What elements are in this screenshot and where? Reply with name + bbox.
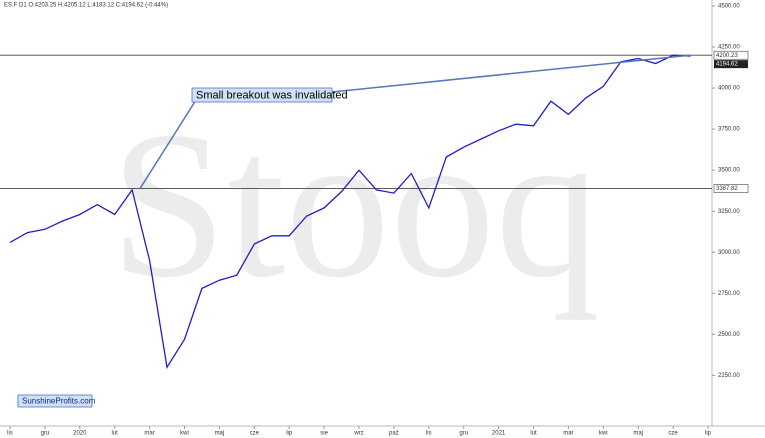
x-tick-label: kwi bbox=[599, 431, 608, 437]
y-tick-label: 2250.00 bbox=[718, 373, 740, 379]
y-tick-label: 4250.00 bbox=[718, 45, 740, 51]
x-tick-label: 2021 bbox=[492, 431, 506, 437]
y-tick-label: 4500.00 bbox=[718, 4, 740, 10]
x-tick-label: 2020 bbox=[73, 431, 87, 437]
x-tick-label: paź bbox=[389, 431, 399, 437]
x-tick-label: lut bbox=[530, 431, 537, 437]
level-label: 3387.82 bbox=[716, 186, 738, 192]
x-tick-label: lis bbox=[7, 431, 13, 437]
brand-box bbox=[17, 394, 93, 408]
last-price-box bbox=[714, 60, 748, 69]
x-tick-label: maj bbox=[215, 431, 225, 437]
watermark: Stooq bbox=[110, 89, 600, 321]
level-label-box bbox=[713, 184, 749, 193]
y-tick-label: 3000.00 bbox=[718, 250, 740, 256]
x-tick-label: cze bbox=[668, 431, 678, 437]
y-tick-label: 3500.00 bbox=[718, 168, 740, 174]
x-tick-label: cze bbox=[250, 431, 260, 437]
x-tick-label: kwi bbox=[180, 431, 189, 437]
annotation: Small breakout was invalidated bbox=[196, 89, 348, 101]
annotation-box bbox=[191, 87, 333, 103]
x-tick-label: lis bbox=[426, 431, 432, 437]
y-tick-label: 2500.00 bbox=[718, 332, 740, 338]
level-label-box bbox=[713, 50, 749, 60]
x-tick-label: mar bbox=[563, 431, 573, 437]
chart-title: ES.F D1 O:4203.25 H:4205.12 L:4183.12 C:… bbox=[4, 3, 168, 9]
x-tick-label: lut bbox=[112, 431, 119, 437]
x-tick-label: gru bbox=[41, 431, 50, 437]
x-tick-label: mar bbox=[144, 431, 154, 437]
brand: SunshineProfits.com bbox=[22, 397, 96, 406]
y-tick-label: 3250.00 bbox=[718, 209, 740, 215]
callout-line bbox=[139, 99, 197, 189]
y-tick-label: 2750.00 bbox=[718, 291, 740, 297]
callout-line bbox=[331, 54, 691, 93]
x-tick-label: sie bbox=[320, 431, 328, 437]
level-label: 4200.23 bbox=[716, 53, 738, 59]
x-tick-label: lip bbox=[286, 431, 293, 437]
last-price-label: 4194.62 bbox=[716, 62, 738, 68]
x-tick-label: gru bbox=[459, 431, 468, 437]
x-tick-label: maj bbox=[633, 431, 643, 437]
y-tick-label: 4000.00 bbox=[718, 86, 740, 92]
x-tick-label: wrz bbox=[353, 431, 363, 437]
y-tick-label: 3750.00 bbox=[718, 127, 740, 133]
x-tick-label: lip bbox=[705, 431, 712, 437]
price-line bbox=[9, 54, 691, 370]
